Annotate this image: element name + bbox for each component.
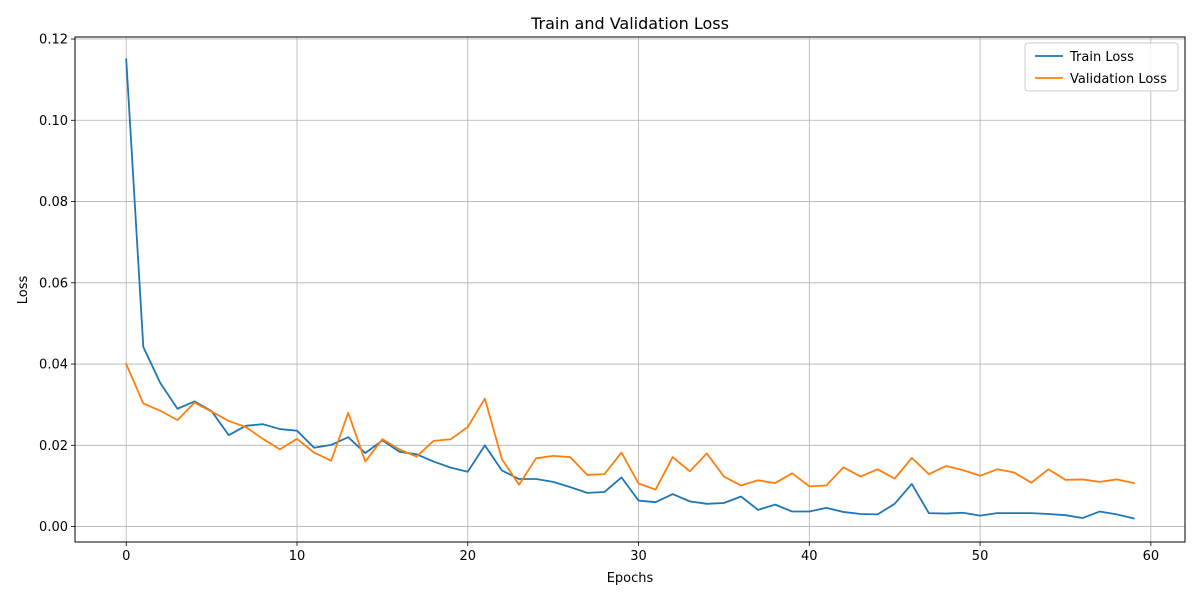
legend-box — [1024, 42, 1179, 92]
y-tick-label: 0.00 — [39, 520, 68, 535]
y-tick-label: 0.02 — [39, 439, 68, 454]
x-tick-label: 30 — [630, 549, 647, 564]
y-axis-label: Loss — [16, 276, 31, 305]
legend: Train Loss Validation Loss — [1024, 42, 1179, 92]
x-tick-label: 20 — [459, 549, 476, 564]
grid-lines — [75, 37, 1185, 542]
x-tick-label: 60 — [1143, 549, 1160, 564]
x-tick-label: 10 — [289, 549, 306, 564]
series-layer — [125, 58, 1135, 520]
y-tick-label: 0.10 — [39, 114, 68, 129]
y-tick-label: 0.08 — [39, 195, 68, 210]
x-axis: 0 10 20 30 40 50 60 — [122, 542, 1159, 564]
y-tick-label: 0.06 — [39, 276, 68, 291]
chart-title: Train and Validation Loss — [530, 14, 729, 33]
legend-label-validation: Validation Loss — [1070, 72, 1167, 87]
x-tick-label: 40 — [801, 549, 818, 564]
train-loss-line — [125, 58, 1135, 520]
y-axis: 0.00 0.02 0.04 0.06 0.08 0.10 0.12 — [39, 33, 75, 535]
x-tick-label: 0 — [122, 549, 130, 564]
x-tick-label: 50 — [972, 549, 989, 564]
y-tick-label: 0.04 — [39, 358, 68, 373]
x-axis-label: Epochs — [607, 571, 654, 586]
validation-loss-line — [125, 362, 1135, 491]
y-tick-label: 0.12 — [39, 33, 68, 48]
legend-label-train: Train Loss — [1069, 50, 1134, 65]
plot-frame — [74, 36, 1186, 543]
